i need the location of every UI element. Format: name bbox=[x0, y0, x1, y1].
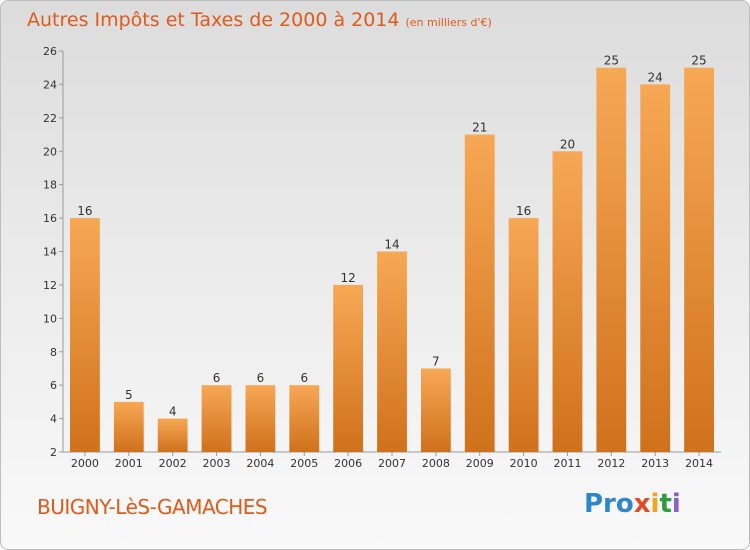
value-label-2006: 12 bbox=[340, 271, 355, 285]
bar-2012 bbox=[596, 67, 627, 452]
bar-2004 bbox=[245, 385, 276, 452]
value-label-2009: 21 bbox=[472, 121, 487, 135]
x-tick-label-2000: 2000 bbox=[71, 457, 99, 470]
y-tick-label: 8 bbox=[50, 346, 57, 359]
value-label-2001: 5 bbox=[125, 388, 133, 402]
bar-2005 bbox=[289, 385, 320, 452]
y-tick-label: 16 bbox=[43, 212, 57, 225]
bar-2000 bbox=[70, 218, 100, 452]
x-tick-label-2010: 2010 bbox=[510, 457, 538, 470]
x-tick-label-2005: 2005 bbox=[290, 457, 318, 470]
y-tick-label: 24 bbox=[43, 78, 57, 91]
town-name: BUIGNY-LèS-GAMACHES bbox=[37, 495, 268, 519]
bar-2002 bbox=[157, 418, 188, 452]
chart-title-text: Autres Impôts et Taxes de 2000 à 2014 bbox=[27, 9, 400, 31]
bar-2014 bbox=[684, 67, 714, 452]
bar-2013 bbox=[640, 84, 671, 453]
x-tick-label-2006: 2006 bbox=[334, 457, 362, 470]
bar-2008 bbox=[420, 368, 451, 452]
x-tick-label-2004: 2004 bbox=[246, 457, 274, 470]
value-label-2010: 16 bbox=[516, 204, 531, 218]
value-label-2011: 20 bbox=[560, 137, 575, 151]
y-tick-label: 22 bbox=[43, 112, 57, 125]
x-tick-label-2001: 2001 bbox=[115, 457, 143, 470]
bar-2011 bbox=[552, 151, 583, 452]
x-tick-label-2007: 2007 bbox=[378, 457, 406, 470]
value-label-2002: 4 bbox=[169, 405, 177, 419]
y-tick-label: 18 bbox=[43, 179, 57, 192]
x-tick-label-2012: 2012 bbox=[597, 457, 625, 470]
value-label-2003: 6 bbox=[213, 371, 221, 385]
value-label-2013: 24 bbox=[648, 70, 663, 84]
chart-unit: (en milliers d'€) bbox=[405, 16, 492, 29]
value-label-2008: 7 bbox=[432, 354, 440, 368]
x-tick-label-2008: 2008 bbox=[422, 457, 450, 470]
chart-title: Autres Impôts et Taxes de 2000 à 2014 (en… bbox=[27, 9, 492, 31]
value-label-2014: 25 bbox=[691, 54, 706, 68]
y-tick-label: 20 bbox=[43, 145, 57, 158]
x-tick-label-2009: 2009 bbox=[466, 457, 494, 470]
x-tick-label-2013: 2013 bbox=[641, 457, 669, 470]
y-tick-label: 2 bbox=[50, 446, 57, 459]
bar-2009 bbox=[464, 134, 495, 452]
bar-2010 bbox=[508, 218, 539, 452]
bar-2007 bbox=[377, 251, 407, 452]
x-tick-label-2014: 2014 bbox=[685, 457, 713, 470]
x-tick-label-2003: 2003 bbox=[203, 457, 231, 470]
y-tick-label: 4 bbox=[50, 413, 57, 426]
proxiti-logo: Proxiti bbox=[584, 489, 681, 519]
x-tick-label-2011: 2011 bbox=[553, 457, 581, 470]
y-tick-label: 26 bbox=[43, 45, 57, 58]
value-label-2007: 14 bbox=[384, 238, 399, 252]
value-label-2000: 16 bbox=[77, 204, 92, 218]
bars: 16 5 4 6 6 6 12 14 7 21 16 20 25 24 25 bbox=[70, 54, 714, 453]
value-label-2012: 25 bbox=[604, 54, 619, 68]
value-label-2004: 6 bbox=[257, 371, 265, 385]
bar-2006 bbox=[333, 284, 364, 452]
y-tick-label: 14 bbox=[43, 246, 57, 259]
value-label-2005: 6 bbox=[300, 371, 308, 385]
y-tick-label: 10 bbox=[43, 312, 57, 325]
bar-2001 bbox=[113, 401, 144, 452]
y-tick-label: 12 bbox=[43, 279, 57, 292]
y-tick-label: 6 bbox=[50, 379, 57, 392]
bar-2003 bbox=[201, 385, 232, 452]
x-tick-label-2002: 2002 bbox=[159, 457, 187, 470]
